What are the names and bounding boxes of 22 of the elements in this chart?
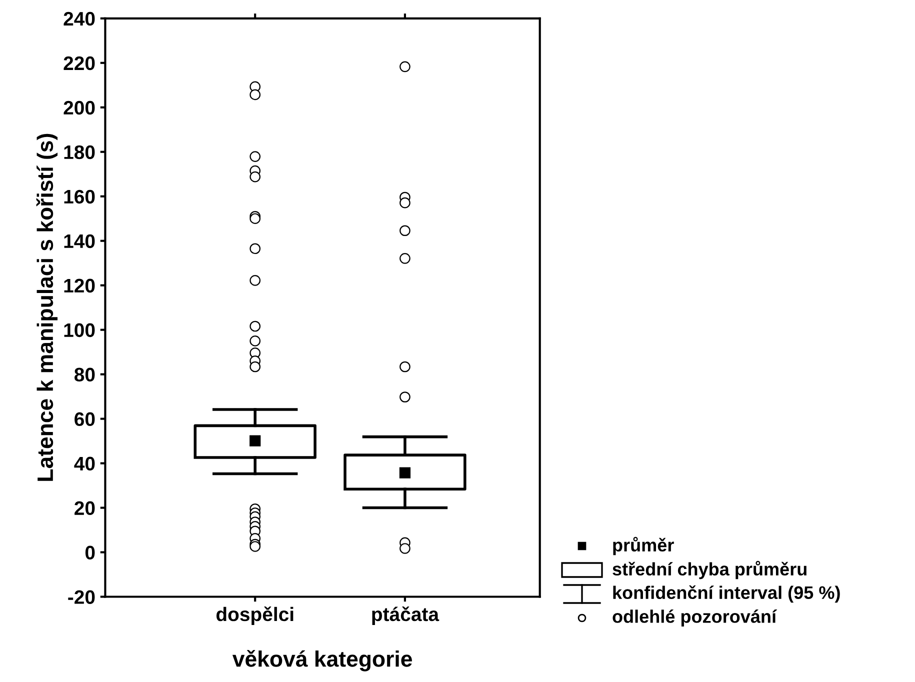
y-tick-label: 240 [64, 12, 95, 26]
y-tick-label: 180 [64, 145, 95, 160]
y-tick-label: 60 [74, 412, 95, 426]
y-tick-label: 220 [64, 56, 95, 70]
y-axis-title: Latence k manipulaci s kořistí (s) [36, 134, 58, 481]
x-axis-title: věková kategorie [232, 650, 412, 672]
text: konfidenční interval (95 %) [613, 585, 840, 603]
y-tick-label: -20 [68, 590, 95, 604]
y-tick-label: 80 [74, 368, 95, 382]
y-tick-label: 140 [64, 234, 95, 248]
text: střední chyba průměru [612, 560, 806, 580]
y-tick-label: 160 [64, 190, 95, 204]
y-tick-label: 120 [64, 278, 95, 293]
text: odlehlé pozorování [612, 610, 778, 626]
y-tick-label: 20 [74, 501, 95, 516]
y-tick-label: 100 [64, 323, 95, 338]
x-tick-label: dospělci [216, 606, 294, 626]
y-tick-label: 40 [74, 456, 95, 471]
y-tick-label: 0 [85, 546, 95, 560]
text: průměr [613, 536, 674, 556]
y-tick-label: 200 [64, 100, 95, 115]
x-tick-label: ptáčata [372, 606, 440, 626]
